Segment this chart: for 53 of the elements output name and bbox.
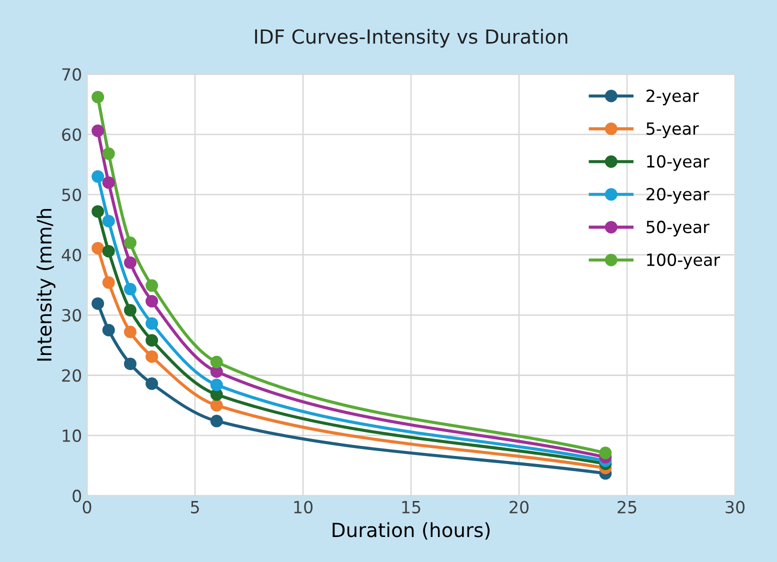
point (146, 279, 158, 292)
point (599, 446, 612, 460)
x-tick-label: 30 (726, 500, 745, 514)
point (124, 304, 136, 316)
point (146, 377, 158, 390)
point (102, 176, 115, 189)
point (124, 326, 136, 338)
point (210, 378, 223, 392)
point (210, 414, 223, 428)
point (102, 244, 115, 258)
legend-label: 10-year (647, 155, 710, 171)
x-tick-label: 20 (510, 500, 529, 514)
y-tick-label: 60 (62, 128, 82, 141)
y-tick-label: 20 (62, 369, 82, 382)
y-tick-label: 70 (62, 68, 82, 81)
legend-label: 50-year (646, 220, 710, 236)
y-tick-label: 30 (62, 309, 82, 322)
x-tick-label: 5 (191, 501, 199, 514)
point (210, 356, 223, 368)
x-tick-label: 25 (618, 500, 636, 514)
x-tick-label: 15 (402, 501, 420, 514)
x-tick-label: 0 (82, 500, 92, 514)
point (210, 399, 223, 412)
point (102, 276, 115, 289)
point (92, 205, 104, 218)
point (92, 242, 104, 254)
point (124, 256, 136, 269)
point (102, 214, 115, 228)
y-tick-label: 10 (62, 429, 82, 442)
point (102, 147, 115, 160)
point (146, 350, 158, 363)
chart-title: IDF Curves-Intensity vs Duration (255, 28, 568, 48)
point (92, 297, 104, 310)
point (92, 170, 104, 183)
point (146, 294, 158, 308)
legend-label: 20-year (646, 188, 710, 204)
point (102, 324, 115, 336)
point (124, 358, 136, 370)
point (92, 124, 104, 138)
y-tick-label: 0 (72, 490, 82, 502)
point (124, 282, 136, 296)
point (124, 236, 136, 250)
legend-label: 5-year (646, 122, 699, 138)
legend-label: 100-year (647, 253, 720, 270)
point (92, 90, 104, 104)
legend-label: 2-year (646, 89, 699, 106)
x-axis-title: Duration (hours) (332, 522, 490, 540)
point (146, 317, 158, 330)
y-axis-title: Intensity (mm/h (36, 209, 56, 361)
y-tick-label: 50 (62, 188, 82, 202)
x-tick-label: 10 (294, 500, 313, 514)
point (146, 334, 158, 347)
y-tick-label: 40 (62, 248, 82, 262)
